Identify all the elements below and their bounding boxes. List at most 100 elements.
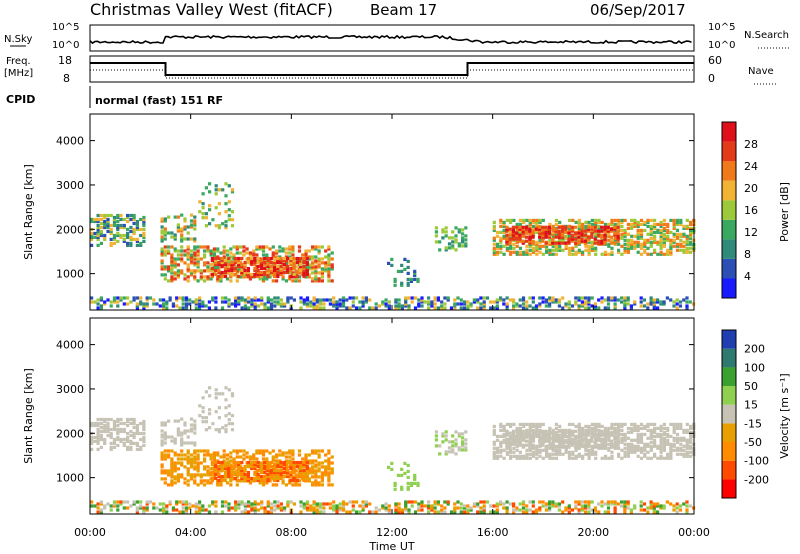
power-cell	[541, 296, 545, 300]
velocity-cell	[596, 433, 601, 437]
power-cell	[217, 212, 221, 216]
power-cell	[574, 250, 578, 254]
velocity-cell	[224, 504, 228, 508]
power-cell	[521, 239, 525, 243]
power-cell	[662, 240, 666, 244]
power-cell	[112, 217, 117, 222]
power-cell	[132, 221, 136, 226]
power-cell	[406, 259, 410, 263]
power-cell	[662, 228, 666, 232]
power-cell	[524, 231, 529, 235]
velocity-cell	[173, 477, 177, 481]
power-cell	[659, 238, 663, 242]
velocity-cell	[557, 504, 561, 508]
power-cell	[167, 231, 171, 235]
colorbar-segment	[722, 239, 736, 259]
power-cell	[93, 219, 97, 224]
velocity-cell	[547, 439, 551, 443]
velocity-cell	[571, 452, 575, 456]
power-cell	[461, 238, 465, 242]
velocity-cell	[259, 468, 264, 473]
power-cell	[219, 279, 223, 283]
velocity-cell	[183, 477, 187, 481]
velocity-cell	[482, 506, 486, 510]
velocity-cell	[109, 427, 113, 432]
velocity-cell	[461, 444, 465, 448]
power-cell	[126, 243, 130, 247]
power-cell	[297, 259, 302, 263]
power-cell	[96, 227, 100, 232]
power-cell	[525, 248, 529, 252]
power-cell	[203, 245, 207, 249]
power-cell	[538, 302, 542, 306]
velocity-cell	[139, 445, 143, 449]
power-cell	[652, 302, 656, 306]
velocity-cell	[203, 453, 207, 457]
velocity-cell	[547, 433, 551, 437]
power-cell	[199, 271, 203, 275]
power-cell	[577, 222, 581, 226]
velocity-cell	[397, 502, 401, 506]
power-cell	[93, 231, 97, 236]
velocity-cell	[99, 429, 103, 434]
power-cell	[201, 206, 205, 210]
velocity-cell	[583, 445, 587, 449]
power-cell	[564, 225, 568, 229]
power-cell	[400, 283, 404, 287]
power-cell	[170, 271, 174, 275]
velocity-cell	[420, 508, 424, 512]
velocity-cell	[256, 476, 260, 481]
velocity-cell	[659, 438, 663, 442]
velocity-cell	[237, 460, 241, 465]
velocity-cell	[160, 451, 164, 455]
velocity-cell	[261, 453, 266, 457]
power-cell	[176, 229, 180, 233]
velocity-cell	[265, 481, 269, 485]
power-cell	[567, 248, 572, 252]
power-cell	[531, 250, 536, 254]
power-cell	[502, 230, 506, 234]
velocity-cell	[198, 502, 202, 506]
power-cell	[305, 260, 309, 265]
velocity-cell	[669, 434, 673, 438]
velocity-cell	[620, 448, 624, 452]
velocity-cell	[535, 452, 539, 456]
power-cell	[152, 298, 156, 302]
velocity-cell	[243, 464, 247, 469]
power-cell	[544, 300, 548, 304]
power-cell	[524, 229, 529, 233]
velocity-cell	[659, 442, 663, 446]
power-cell	[547, 235, 551, 239]
power-cell	[534, 304, 539, 308]
power-cell	[234, 304, 238, 308]
velocity-cell	[444, 430, 448, 434]
power-cell	[600, 296, 604, 300]
velocity-cell	[603, 443, 607, 447]
power-cell	[567, 237, 571, 241]
power-cell	[454, 238, 458, 242]
power-cell	[243, 306, 247, 310]
power-cell	[531, 296, 535, 300]
velocity-cell	[234, 502, 238, 506]
velocity-cell	[259, 478, 264, 483]
power-cell	[273, 262, 277, 267]
velocity-cell	[525, 504, 529, 508]
power-cell	[447, 246, 452, 250]
velocity-cell	[160, 477, 164, 481]
velocity-cell	[317, 461, 321, 465]
power-cell	[679, 244, 683, 248]
power-cell	[338, 298, 342, 302]
velocity-cell	[225, 457, 230, 461]
velocity-cell	[317, 453, 321, 457]
velocity-cell	[135, 431, 139, 436]
velocity-cell	[453, 506, 457, 510]
velocity-cell	[317, 455, 321, 459]
velocity-cell	[464, 448, 468, 452]
velocity-cell	[685, 428, 689, 432]
velocity-cell	[394, 502, 398, 506]
y-tick-label: 4000	[56, 339, 84, 352]
velocity-cell	[193, 465, 197, 469]
velocity-cell	[492, 428, 496, 432]
power-cell	[659, 250, 663, 254]
power-cell	[509, 230, 513, 234]
